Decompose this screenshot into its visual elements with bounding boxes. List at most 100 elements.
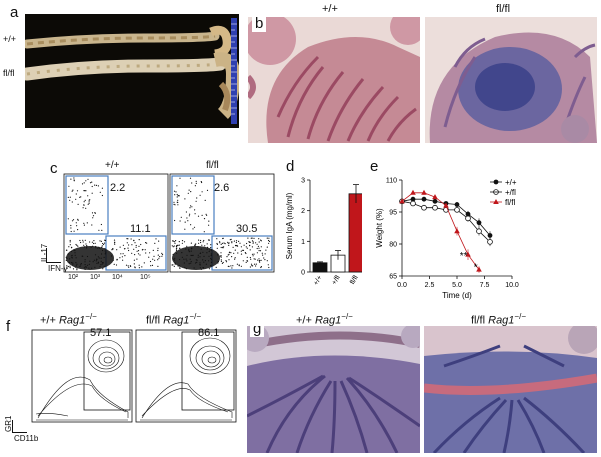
flow-event-dot — [101, 194, 103, 197]
flow-event-dot — [206, 214, 208, 216]
flow-event-dot — [231, 242, 233, 244]
flow-event-dot — [69, 239, 71, 242]
flow-event-dot — [92, 261, 94, 263]
flow-event-dot — [172, 258, 174, 260]
flow-event-dot — [206, 243, 208, 245]
flow-event-dot — [192, 228, 194, 230]
flow-event-dot — [84, 268, 86, 270]
flow-event-dot — [148, 256, 150, 258]
flow-event-dot — [70, 224, 72, 227]
e-point-+/+ — [454, 202, 460, 207]
flow-event-dot — [104, 253, 106, 255]
c-tick-1: 10² — [68, 274, 79, 281]
f-right-sup: −/− — [189, 312, 201, 321]
flow-event-dot — [191, 206, 193, 208]
flow-event-dot — [208, 220, 210, 222]
flow-event-dot — [69, 261, 71, 263]
flow-event-dot — [69, 199, 71, 201]
flow-event-dot — [83, 222, 85, 224]
flow-event-dot — [194, 245, 196, 247]
flow-event-dot — [230, 252, 232, 254]
flow-event-dot — [115, 264, 118, 266]
flow-event-dot — [191, 182, 193, 184]
flow-event-dot — [155, 238, 157, 240]
flow-event-dot — [188, 263, 190, 265]
flow-event-dot — [252, 242, 254, 244]
flow-event-dot — [99, 266, 101, 268]
flow-event-dot — [197, 254, 199, 256]
flow-event-dot — [152, 258, 154, 260]
flow-event-dot — [137, 250, 140, 252]
d-xtick-label: fl/fl — [349, 274, 360, 286]
flow-event-dot — [199, 194, 201, 196]
g-right-prefix: fl/fl — [471, 314, 489, 327]
flow-event-dot — [91, 192, 93, 194]
flow-event-dot — [138, 264, 140, 266]
flow-event-dot — [240, 253, 243, 255]
histology-g-wt: g — [247, 326, 420, 453]
e-point-+/fl — [410, 200, 416, 207]
flow-event-dot — [210, 257, 212, 260]
flow-event-dot — [140, 243, 142, 246]
flow-event-dot — [71, 257, 73, 259]
flow-event-dot — [210, 246, 212, 249]
f-left-prefix: +/+ — [40, 314, 59, 327]
flow-event-dot — [98, 257, 100, 259]
flow-event-dot — [81, 255, 83, 257]
flow-event-dot — [83, 182, 85, 184]
flow-event-dot — [80, 264, 82, 266]
flow-event-dot — [66, 267, 68, 269]
flow-event-dot — [193, 267, 195, 269]
flow-event-dot — [122, 253, 124, 255]
flow-event-dot — [86, 246, 88, 248]
flow-event-dot — [94, 242, 96, 244]
flow-event-dot — [95, 247, 97, 249]
flow-event-dot — [173, 265, 175, 267]
flow-event-dot — [206, 248, 208, 250]
flow-event-dot — [222, 237, 224, 240]
flow-event-dot — [122, 244, 124, 246]
panel-a-row-label-flfl: fl/fl — [3, 68, 15, 78]
e-point-fl/fl — [399, 198, 405, 204]
flow-event-dot — [187, 192, 189, 194]
flow-event-dot — [86, 264, 89, 266]
flow-event-dot — [128, 244, 130, 246]
flow-event-dot — [71, 190, 73, 192]
flow-event-dot — [240, 250, 242, 252]
e-xtick-label: 7.5 — [480, 282, 490, 289]
flow-event-dot — [87, 203, 89, 205]
flow-event-dot — [255, 263, 257, 265]
flow-event-dot — [120, 253, 122, 255]
flow-event-dot — [178, 244, 180, 246]
flow-event-dot — [186, 260, 188, 262]
d-bar-fl/fl — [348, 193, 362, 273]
flow-event-dot — [196, 259, 198, 261]
flow-event-dot — [189, 177, 192, 179]
flow-event-dot — [84, 261, 86, 263]
flow-event-dot — [103, 243, 105, 246]
flow-event-dot — [208, 268, 210, 270]
flow-event-dot — [173, 190, 176, 192]
flow-event-dot — [219, 242, 221, 244]
flow-event-dot — [93, 259, 95, 261]
flow-event-dot — [97, 256, 99, 258]
flow-event-dot — [200, 241, 202, 244]
flow-event-dot — [101, 262, 103, 264]
flow-event-dot — [202, 267, 204, 269]
flow-event-dot — [69, 265, 71, 267]
flow-event-dot — [246, 256, 248, 258]
flow-event-dot — [220, 255, 222, 257]
flow-event-dot — [91, 212, 94, 214]
flow-event-dot — [92, 215, 95, 217]
flow-event-dot — [195, 182, 197, 184]
flow-event-dot — [91, 241, 93, 243]
flow-event-dot — [89, 260, 91, 262]
flow-event-dot — [265, 249, 267, 251]
flow-event-dot — [119, 257, 121, 259]
flow-event-dot — [102, 249, 104, 252]
flow-event-dot — [259, 261, 261, 263]
flow-event-dot — [257, 259, 259, 261]
flow-event-dot — [188, 215, 190, 217]
flow-event-dot — [235, 245, 237, 247]
flow-event-dot — [259, 250, 262, 252]
